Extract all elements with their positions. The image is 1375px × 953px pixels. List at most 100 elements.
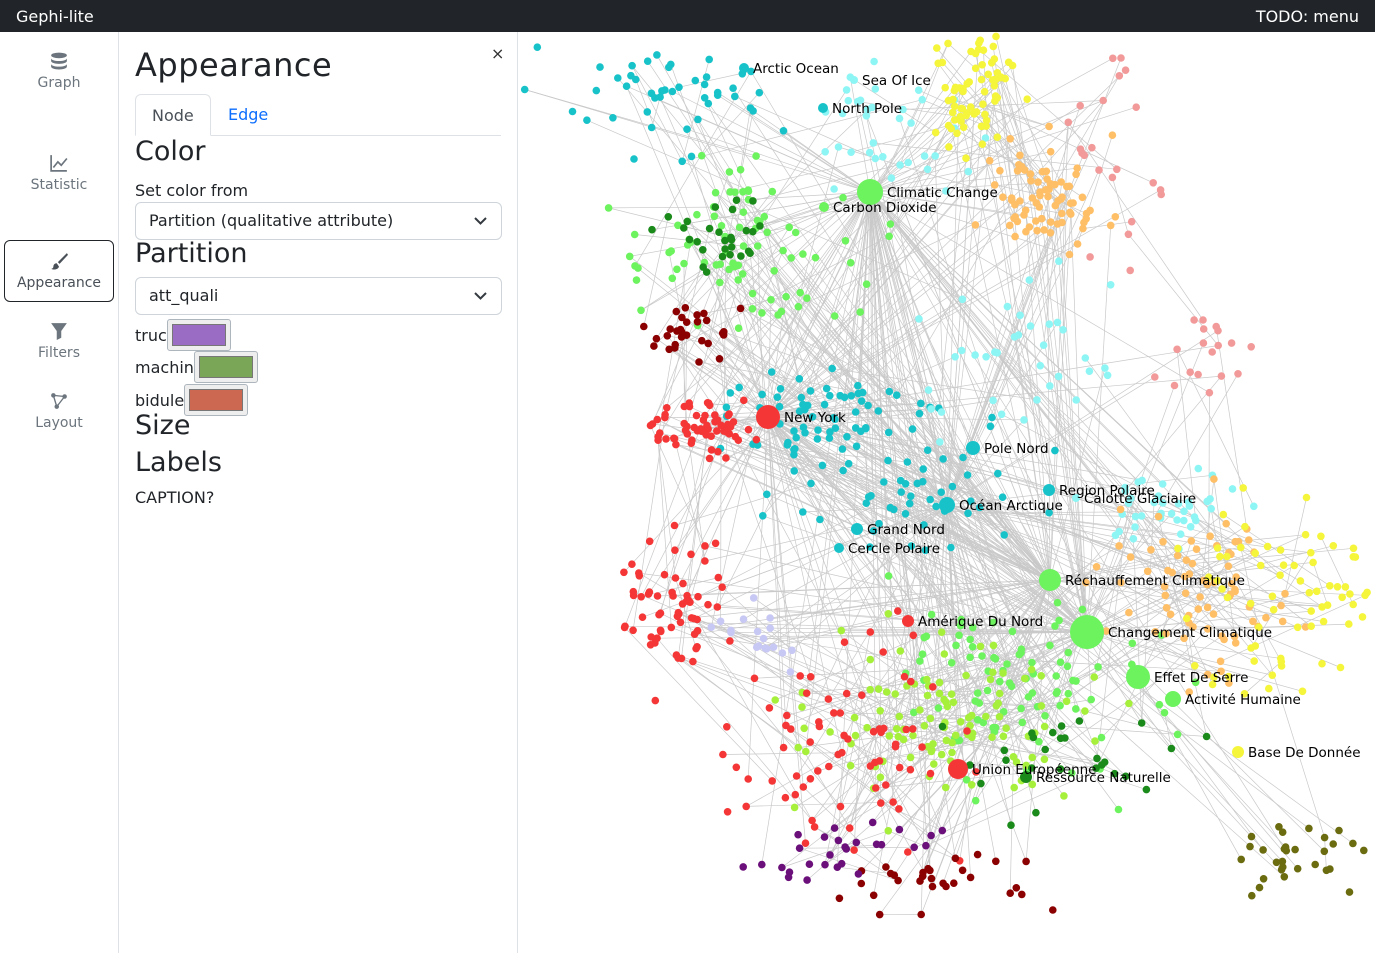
graph-node[interactable] — [1213, 544, 1222, 552]
graph-node[interactable] — [1106, 221, 1115, 230]
graph-node[interactable] — [970, 108, 978, 117]
graph-node[interactable] — [1002, 756, 1010, 764]
close-panel-button[interactable]: × — [491, 44, 505, 63]
graph-node[interactable] — [899, 105, 907, 114]
graph-node[interactable] — [977, 779, 985, 788]
graph-node[interactable] — [1006, 135, 1014, 143]
graph-node[interactable] — [678, 157, 686, 166]
graph-node[interactable] — [1296, 577, 1305, 585]
graph-node[interactable] — [886, 869, 895, 878]
graph-node[interactable] — [1093, 754, 1101, 763]
graph-node[interactable] — [1125, 699, 1133, 708]
graph-node[interactable] — [628, 61, 636, 70]
graph-node[interactable] — [852, 442, 861, 451]
graph-node[interactable] — [1202, 732, 1211, 741]
graph-node[interactable] — [875, 725, 884, 733]
graph-node[interactable] — [945, 143, 953, 151]
graph-node[interactable] — [785, 223, 793, 232]
graph-node[interactable] — [1064, 648, 1073, 657]
graph-node[interactable] — [667, 247, 675, 255]
graph-node[interactable] — [792, 772, 801, 780]
graph-node[interactable] — [962, 154, 970, 162]
graph-node[interactable] — [951, 731, 960, 740]
graph-node[interactable] — [992, 857, 1000, 866]
graph-node[interactable] — [927, 405, 935, 413]
graph-node[interactable] — [858, 691, 866, 699]
graph-node[interactable] — [937, 750, 946, 759]
graph-node[interactable] — [916, 657, 924, 665]
graph-node[interactable] — [687, 550, 695, 559]
graph-node[interactable] — [1199, 316, 1207, 324]
graph-node[interactable] — [734, 324, 743, 333]
graph-node[interactable] — [937, 488, 945, 497]
graph-node[interactable] — [671, 344, 679, 352]
graph-node[interactable] — [1111, 531, 1120, 540]
graph-node[interactable] — [1246, 599, 1255, 608]
graph-node[interactable] — [1129, 535, 1138, 543]
graph-node[interactable] — [713, 427, 721, 435]
graph-node[interactable] — [1057, 178, 1065, 186]
graph-node[interactable] — [998, 493, 1007, 502]
graph-node[interactable] — [723, 723, 731, 731]
graph-node[interactable] — [1137, 512, 1146, 520]
graph-node[interactable] — [1101, 364, 1109, 372]
graph-node[interactable] — [1249, 617, 1257, 626]
graph-node[interactable] — [752, 643, 761, 651]
graph-node[interactable] — [759, 512, 767, 520]
graph-node[interactable] — [968, 733, 976, 742]
graph-node[interactable] — [1045, 508, 1053, 517]
graph-node[interactable] — [971, 221, 980, 229]
graph-node[interactable] — [705, 224, 714, 233]
graph-node[interactable] — [818, 461, 827, 470]
graph-node[interactable] — [879, 153, 887, 161]
graph-node[interactable] — [967, 497, 975, 506]
graph-node[interactable] — [799, 250, 807, 258]
graph-node[interactable] — [1222, 519, 1230, 528]
graph-node[interactable] — [674, 654, 682, 662]
graph-node[interactable] — [927, 610, 936, 619]
graph-node[interactable] — [869, 891, 878, 900]
graph-node[interactable] — [1301, 530, 1310, 539]
graph-node[interactable] — [948, 108, 957, 117]
graph-node[interactable] — [1204, 625, 1212, 633]
graph-node[interactable] — [1227, 339, 1236, 347]
graph-node[interactable] — [736, 304, 745, 313]
graph-node[interactable] — [1066, 208, 1074, 217]
graph-node[interactable] — [700, 94, 709, 102]
graph-node[interactable] — [1022, 227, 1030, 236]
graph-node[interactable] — [1180, 516, 1188, 525]
graph-node[interactable] — [1208, 680, 1217, 689]
graph-node[interactable] — [784, 873, 793, 882]
graph-node[interactable] — [1170, 381, 1179, 390]
graph-node[interactable] — [920, 722, 929, 730]
graph-node[interactable] — [826, 391, 834, 400]
graph-node[interactable] — [1207, 504, 1215, 513]
graph-node[interactable] — [943, 702, 952, 711]
graph-node[interactable] — [1185, 688, 1193, 696]
graph-node[interactable] — [1214, 326, 1222, 335]
graph-node[interactable] — [1167, 509, 1176, 518]
labeled-graph-node[interactable] — [756, 405, 780, 429]
graph-node[interactable] — [777, 307, 786, 316]
graph-node[interactable] — [778, 649, 787, 657]
graph-node[interactable] — [1016, 311, 1024, 320]
labeled-graph-node[interactable] — [1039, 569, 1061, 591]
graph-node[interactable] — [949, 698, 958, 707]
graph-node[interactable] — [1187, 537, 1196, 545]
graph-node[interactable] — [707, 446, 716, 454]
graph-node[interactable] — [1293, 623, 1302, 632]
graph-node[interactable] — [705, 55, 713, 64]
graph-node[interactable] — [727, 235, 736, 244]
graph-node[interactable] — [676, 618, 685, 627]
graph-node[interactable] — [703, 421, 711, 430]
graph-node[interactable] — [987, 59, 996, 67]
graph-node[interactable] — [1126, 553, 1135, 561]
graph-node[interactable] — [948, 738, 956, 747]
graph-node[interactable] — [1214, 341, 1222, 350]
graph-node[interactable] — [1125, 608, 1133, 617]
graph-node[interactable] — [999, 669, 1007, 677]
graph-node[interactable] — [678, 313, 686, 322]
graph-node[interactable] — [866, 685, 874, 694]
graph-node[interactable] — [1349, 600, 1357, 609]
graph-node[interactable] — [766, 624, 774, 632]
